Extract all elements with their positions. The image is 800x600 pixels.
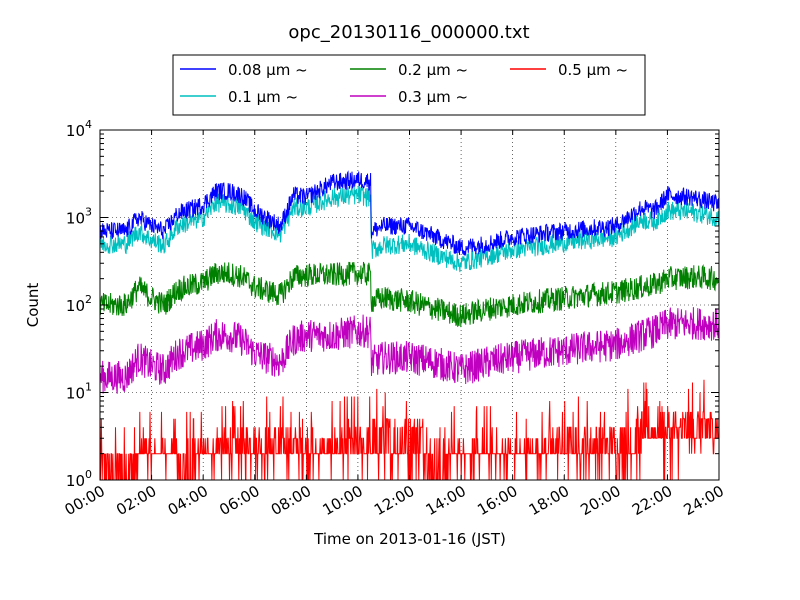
y-axis-label: Count (24, 283, 42, 328)
series-line-0 (99, 170, 720, 257)
series-line-3 (99, 307, 720, 394)
legend: 0.08 μm ~ 0.1 μm ~ 0.2 μm ~ 0.3 μm ~ 0.5 μm … (172, 54, 646, 116)
legend-box (172, 54, 646, 116)
legend-label-1: 0.1 μm ~ (228, 88, 298, 106)
series-line-2 (99, 261, 720, 328)
legend-label-4: 0.5 μm ~ (558, 61, 628, 79)
series-layer (99, 170, 720, 481)
y-tick-label: 100 (66, 468, 92, 490)
legend-label-2: 0.2 μm ~ (398, 61, 468, 79)
y-tick-label: 102 (66, 293, 92, 315)
y-tick-label: 104 (66, 118, 92, 140)
y-tick-label: 103 (66, 206, 92, 228)
series-line-1 (99, 184, 720, 273)
series-line-4 (99, 379, 720, 481)
legend-label-0: 0.08 μm ~ (228, 61, 308, 79)
chart-title: opc_20130116_000000.txt (288, 22, 529, 43)
y-tick-label: 101 (66, 381, 92, 403)
legend-label-3: 0.3 μm ~ (398, 88, 468, 106)
ticks (99, 129, 720, 481)
y-tick-labels: 100 101 102 103 104 (66, 118, 92, 490)
x-axis-label: Time on 2013-01-16 (JST) (313, 530, 506, 548)
